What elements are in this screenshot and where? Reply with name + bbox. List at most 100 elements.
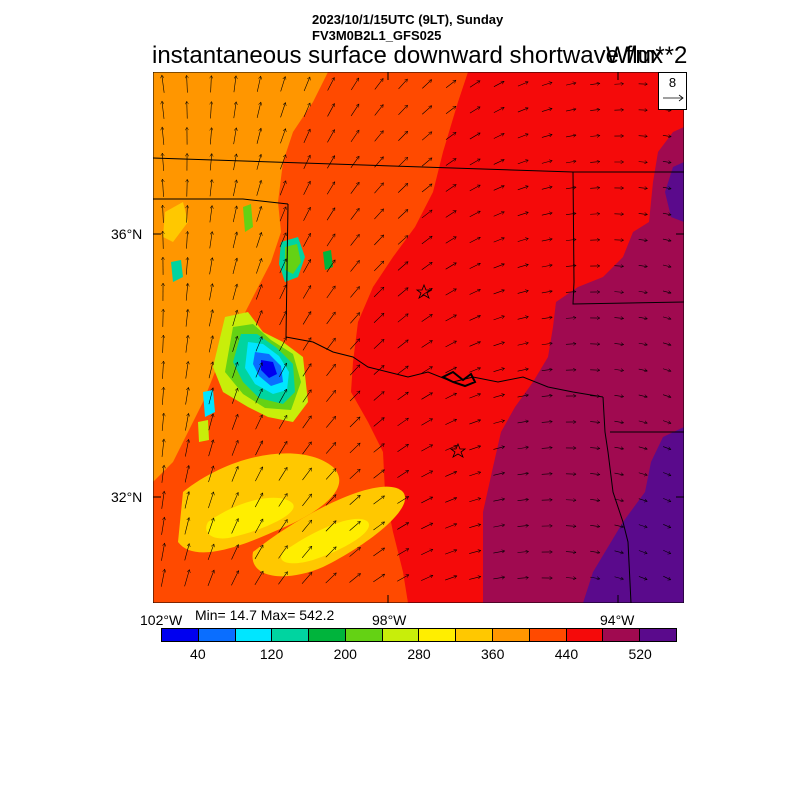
wind-vector	[638, 472, 647, 476]
wind-vector	[326, 208, 336, 221]
wind-vector	[421, 236, 432, 245]
wind-vector	[565, 135, 576, 137]
wind-vector	[590, 83, 600, 84]
wind-vector	[541, 213, 552, 216]
wind-vector	[421, 471, 432, 478]
wind-vector	[278, 493, 287, 507]
wind-vector	[184, 466, 189, 483]
wind-vector	[565, 344, 576, 345]
wind-vector	[187, 75, 188, 93]
wind-vector	[469, 237, 481, 243]
wind-vector	[445, 393, 456, 399]
wind-vector	[209, 258, 213, 275]
wind-vector	[350, 208, 360, 220]
wind-vector	[469, 420, 480, 425]
wind-vector	[565, 161, 576, 163]
wind-vector	[614, 369, 623, 370]
wind-vector	[208, 440, 214, 457]
wind-vector	[374, 105, 384, 116]
wind-vector	[663, 472, 671, 475]
wind-vector	[374, 183, 383, 194]
wind-vector	[326, 364, 335, 376]
wind-vector	[373, 548, 384, 557]
wind-vector	[565, 109, 576, 112]
wind-vector	[374, 79, 383, 90]
wind-vector	[421, 419, 432, 426]
wind-vector	[256, 128, 261, 144]
wind-vector	[233, 128, 237, 145]
wind-vector	[161, 517, 165, 535]
wind-vector	[638, 498, 647, 502]
wind-vector	[517, 499, 529, 500]
wind-vector	[231, 414, 238, 430]
wind-vector	[422, 106, 432, 115]
wind-vector	[162, 413, 164, 431]
wind-vector	[279, 311, 287, 326]
wind-vector	[445, 367, 456, 374]
wind-vector	[326, 416, 335, 428]
wind-vector	[541, 239, 552, 242]
wind-vector	[278, 389, 287, 403]
wind-vector	[301, 546, 312, 558]
wind-vector	[278, 415, 287, 429]
wind-vector	[638, 136, 648, 137]
wind-vector	[373, 496, 385, 505]
wind-vector	[256, 180, 261, 196]
datetime-line: 2023/10/1/15UTC (9LT), Sunday	[312, 12, 504, 27]
wind-vector	[565, 187, 576, 189]
wind-vector	[493, 316, 505, 321]
wind-vector	[349, 469, 360, 480]
wind-vector	[255, 415, 263, 430]
wind-vector	[185, 439, 188, 457]
wind-vector	[397, 392, 409, 401]
wind-vector	[350, 313, 359, 324]
wind-vector	[422, 80, 431, 89]
wind-vector	[255, 389, 263, 404]
wind-vector	[398, 157, 407, 167]
wind-vector	[397, 522, 408, 530]
wind-vector	[349, 417, 360, 428]
wind-vector	[280, 129, 285, 144]
colorbar-swatch	[344, 629, 382, 641]
wind-vector	[255, 337, 262, 352]
wind-vector	[445, 524, 457, 529]
wind-vector	[662, 161, 671, 162]
state-borders	[153, 72, 684, 603]
wind-vector	[327, 104, 335, 117]
wind-vector	[445, 80, 456, 89]
wind-vector	[614, 292, 623, 293]
wind-vector	[638, 213, 648, 214]
wind-vector	[397, 549, 408, 556]
wind-vector	[302, 364, 311, 377]
wind-vector	[349, 574, 360, 583]
wind-vector	[256, 102, 261, 118]
wind-vector	[541, 474, 553, 475]
wind-vector	[232, 284, 237, 301]
wind-vector	[279, 285, 287, 300]
wind-vector	[445, 211, 456, 218]
wind-vector	[445, 498, 456, 503]
colorbar-swatch	[418, 629, 456, 641]
wind-vector	[469, 316, 481, 321]
wind-vector	[493, 81, 504, 87]
lat-label-36n: 36°N	[111, 226, 143, 242]
wind-vector	[445, 341, 457, 348]
wind-vector	[326, 260, 335, 273]
wind-vector	[303, 181, 311, 195]
wind-vector	[256, 76, 260, 92]
wind-vector	[590, 135, 600, 136]
wind-vector	[374, 235, 383, 246]
wind-vector	[445, 472, 456, 477]
wind-vector	[303, 259, 310, 273]
wind-vector	[208, 492, 213, 509]
colorbar-label: 360	[481, 646, 505, 662]
wind-vector	[445, 106, 456, 114]
wind-vector	[421, 366, 433, 374]
wind-vector	[445, 550, 457, 555]
wind-vector	[421, 445, 432, 452]
wind-vector	[303, 129, 310, 144]
wind-vector	[493, 186, 504, 191]
wind-vector	[565, 292, 576, 293]
wind-vector	[421, 262, 432, 271]
wind-vector	[663, 498, 671, 501]
